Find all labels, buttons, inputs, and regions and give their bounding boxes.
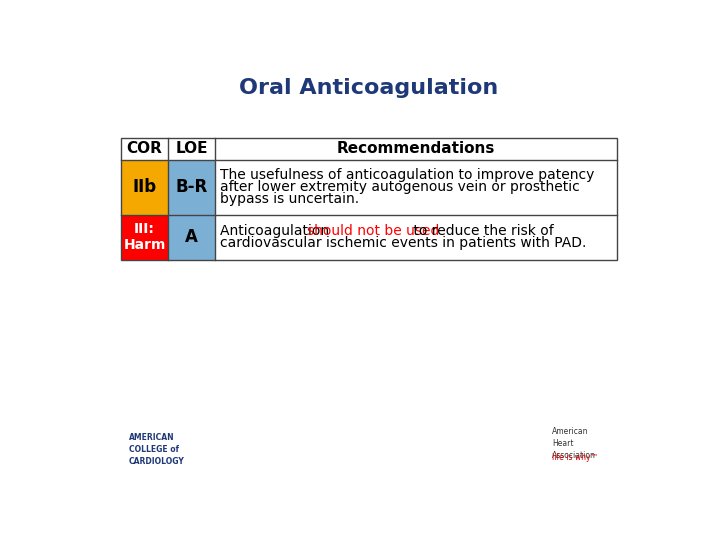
Text: life is why™: life is why™ [552, 453, 598, 462]
Text: Recommendations: Recommendations [337, 141, 495, 156]
Bar [168, 215, 215, 260]
Bar [121, 215, 168, 260]
Text: A: A [185, 228, 198, 246]
Text: COR: COR [127, 141, 163, 156]
Text: bypass is uncertain.: bypass is uncertain. [220, 192, 359, 206]
Bar [121, 159, 168, 215]
Text: cardiovascular ischemic events in patients with PAD.: cardiovascular ischemic events in patien… [220, 236, 586, 250]
Text: after lower extremity autogenous vein or prosthetic: after lower extremity autogenous vein or… [220, 180, 580, 194]
Bar [215, 215, 617, 260]
Text: LOE: LOE [176, 141, 208, 156]
Bar [215, 159, 617, 215]
Text: III:
Harm: III: Harm [123, 222, 166, 252]
Text: American
Heart
Association: American Heart Association [552, 427, 596, 460]
Text: Anticoagulation: Anticoagulation [220, 224, 333, 238]
Text: The usefulness of anticoagulation to improve patency: The usefulness of anticoagulation to imp… [220, 168, 594, 183]
Text: AMERICAN
COLLEGE of
CARDIOLOGY: AMERICAN COLLEGE of CARDIOLOGY [129, 434, 184, 466]
Bar [168, 159, 215, 215]
Text: to reduce the risk of: to reduce the risk of [409, 224, 554, 238]
Bar [121, 138, 617, 260]
Text: should not be used: should not be used [307, 224, 440, 238]
Text: B-R: B-R [176, 178, 208, 196]
Bar [121, 138, 617, 159]
Text: Oral Anticoagulation: Oral Anticoagulation [239, 78, 499, 98]
Text: IIb: IIb [132, 178, 157, 196]
